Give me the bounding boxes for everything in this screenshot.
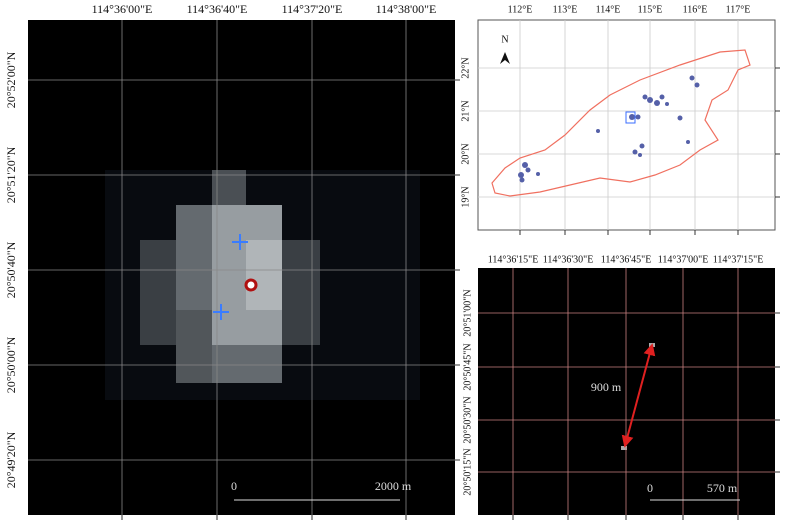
overview-frame: [477, 19, 776, 231]
top-label: 114°36'15"E: [488, 254, 539, 265]
left-label: 20°50'45"N: [462, 343, 473, 390]
left-label: 20°50'30"N: [462, 396, 473, 443]
scale-end: 2000 m: [375, 479, 412, 493]
top-label: 117°E: [726, 4, 751, 15]
pixel-block: [212, 170, 246, 205]
left-label: 22°N: [460, 57, 471, 78]
top-label: 114°36'00"E: [92, 2, 153, 16]
pixel-block: [176, 310, 212, 383]
north-arrow: [500, 52, 510, 64]
scale-start: 0: [231, 479, 237, 493]
top-label: 114°36'30"E: [543, 254, 594, 265]
top-label: 114°37'00"E: [658, 254, 709, 265]
top-label: 114°37'15"E: [713, 254, 764, 265]
top-label: 114°37'20"E: [282, 2, 343, 16]
left-label: 20°N: [460, 143, 471, 164]
top-label: 114°36'40"E: [187, 2, 248, 16]
left-label: 20°50'40"N: [4, 241, 18, 298]
north-label: N: [501, 34, 508, 45]
distance-arrow: [621, 343, 656, 448]
cross-marker: [213, 234, 248, 320]
top-label: 114°36'45"E: [601, 254, 652, 265]
scale-end: 570 m: [707, 481, 738, 495]
left-label: 20°49'20"N: [4, 431, 18, 488]
top-label: 115°E: [638, 4, 663, 15]
top-label: 113°E: [553, 4, 578, 15]
study-box: [625, 111, 636, 124]
region-outline: [491, 49, 751, 197]
object: [621, 446, 627, 450]
detail-image: [478, 268, 775, 515]
sites: [518, 75, 700, 183]
top-label: 116°E: [683, 4, 708, 15]
left-label: 20°51'00"N: [462, 289, 473, 336]
target-marker: [244, 278, 258, 292]
top-label: 114°E: [596, 4, 621, 15]
left-label: 20°50'15"N: [462, 448, 473, 495]
top-label: 112°E: [508, 4, 533, 15]
top-label: 114°38'00"E: [376, 2, 437, 16]
left-label: 20°52'00"N: [4, 51, 18, 108]
left-label: 19°N: [460, 186, 471, 207]
distance-label: 900 m: [591, 380, 622, 394]
left-label: 20°50'00"N: [4, 336, 18, 393]
pixel-block: [246, 240, 282, 310]
object: [649, 343, 655, 347]
left-label: 20°51'20"N: [4, 146, 18, 203]
scale-start: 0: [647, 481, 653, 495]
left-label: 21°N: [460, 100, 471, 121]
